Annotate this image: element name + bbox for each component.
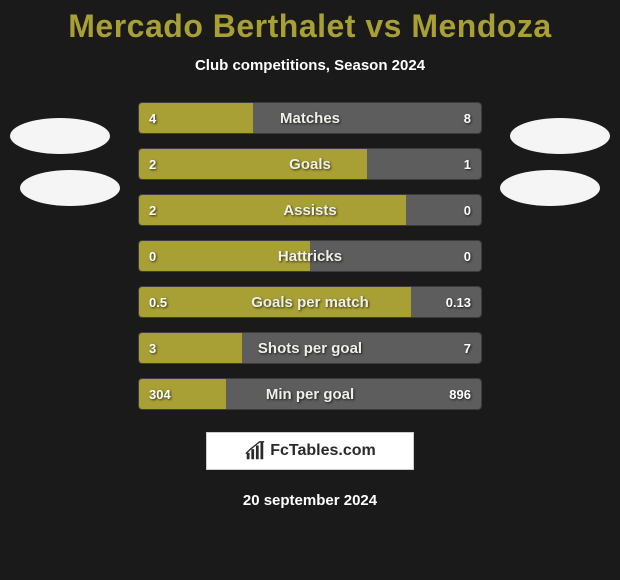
page-title: Mercado Berthalet vs Mendoza <box>0 8 620 45</box>
player-left-avatar-placeholder-2 <box>20 170 120 206</box>
stat-row: 20Assists <box>138 194 482 226</box>
stat-label: Shots per goal <box>139 333 481 363</box>
stat-label: Goals <box>139 149 481 179</box>
stat-label: Assists <box>139 195 481 225</box>
stat-row: 00Hattricks <box>138 240 482 272</box>
stat-row: 304896Min per goal <box>138 378 482 410</box>
chart-icon <box>244 440 266 462</box>
stat-row: 37Shots per goal <box>138 332 482 364</box>
brand-badge: FcTables.com <box>206 432 414 470</box>
brand-text: FcTables.com <box>270 442 376 460</box>
stat-row: 48Matches <box>138 102 482 134</box>
comparison-bars: 48Matches 21Goals 20Assists 00Hattricks 0.50… <box>138 102 482 410</box>
stat-label: Matches <box>139 103 481 133</box>
stat-label: Hattricks <box>139 241 481 271</box>
date-text: 20 september 2024 <box>0 492 620 509</box>
player-left-avatar-placeholder <box>10 118 110 154</box>
stat-row: 21Goals <box>138 148 482 180</box>
player-right-avatar-placeholder-2 <box>500 170 600 206</box>
stat-label: Goals per match <box>139 287 481 317</box>
stat-row: 0.50.13Goals per match <box>138 286 482 318</box>
subtitle: Club competitions, Season 2024 <box>0 57 620 74</box>
player-right-avatar-placeholder <box>510 118 610 154</box>
stat-label: Min per goal <box>139 379 481 409</box>
